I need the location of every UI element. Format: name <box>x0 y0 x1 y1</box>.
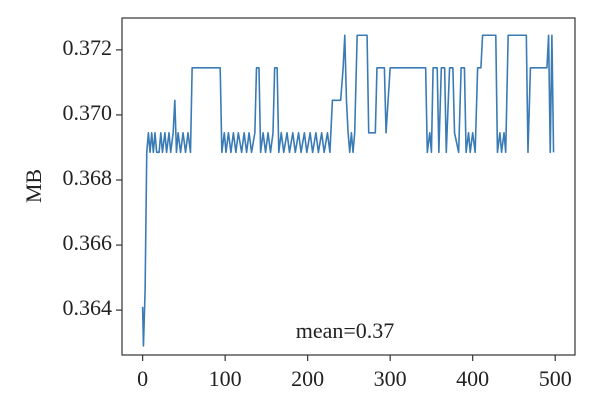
x-tick-label: 400 <box>456 366 489 391</box>
x-tick-label: 300 <box>374 366 407 391</box>
y-axis-label: MB <box>21 169 46 203</box>
y-tick-label: 0.364 <box>63 295 113 320</box>
x-tick-label: 0 <box>137 366 148 391</box>
y-tick-label: 0.368 <box>63 165 113 190</box>
y-tick-label: 0.372 <box>63 35 113 60</box>
y-tick-label: 0.370 <box>63 100 113 125</box>
data-line <box>141 34 555 347</box>
x-tick-label: 200 <box>291 366 324 391</box>
y-tick-label: 0.366 <box>63 230 113 255</box>
plot-frame <box>121 17 576 356</box>
annotation: mean=0.37 <box>296 318 395 343</box>
x-tick-label: 500 <box>539 366 572 391</box>
x-tick-label: 100 <box>209 366 242 391</box>
